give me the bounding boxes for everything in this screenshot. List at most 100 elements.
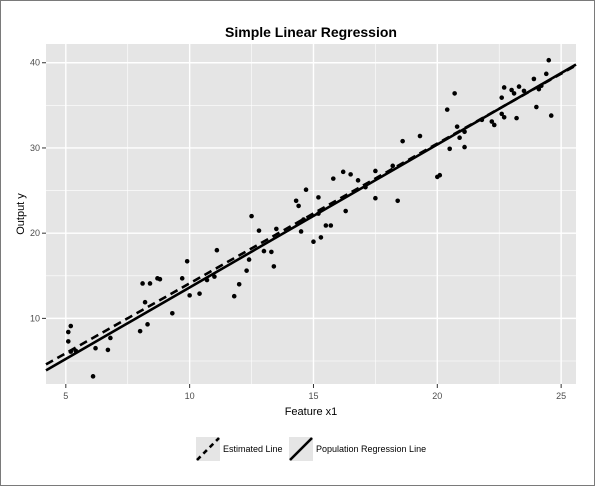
data-points bbox=[65, 57, 554, 379]
population-regression-line bbox=[45, 63, 577, 372]
scatter-point bbox=[316, 195, 321, 200]
scatter-point bbox=[514, 115, 519, 121]
scatter-point bbox=[373, 195, 378, 201]
legend: Estimated Line Population Regression Lin… bbox=[196, 437, 426, 461]
scatter-point bbox=[204, 277, 210, 283]
scatter-point bbox=[145, 322, 150, 327]
scatter-point bbox=[249, 213, 254, 219]
scatter-point bbox=[214, 247, 220, 253]
scatter-point bbox=[373, 168, 378, 174]
scatter-point bbox=[197, 291, 202, 296]
scatter-point bbox=[73, 348, 79, 354]
scatter-point bbox=[311, 239, 316, 244]
scatter-point bbox=[343, 208, 348, 214]
scatter-point bbox=[348, 172, 353, 177]
scatter-point bbox=[293, 198, 299, 204]
scatter-point bbox=[363, 184, 368, 190]
scatter-point bbox=[303, 187, 309, 193]
scatter-point bbox=[539, 83, 544, 89]
y-axis-ticks: 10 20 30 40 bbox=[30, 58, 46, 323]
x-tick-label: 10 bbox=[185, 391, 195, 401]
scatter-point bbox=[246, 257, 252, 262]
scatter-point bbox=[536, 86, 542, 92]
scatter-point bbox=[231, 293, 237, 299]
scatter-point bbox=[489, 119, 495, 124]
scatter-point bbox=[543, 71, 549, 77]
scatter-point bbox=[444, 107, 450, 112]
scatter-point bbox=[417, 133, 423, 139]
x-tick-label: 20 bbox=[432, 391, 442, 401]
x-axis-ticks: 5 10 15 20 25 bbox=[63, 384, 566, 401]
x-tick-label: 5 bbox=[63, 391, 68, 401]
scatter-point bbox=[296, 203, 301, 209]
regression-lines bbox=[45, 63, 577, 372]
scatter-point bbox=[340, 169, 346, 175]
y-axis-title: Output y bbox=[15, 193, 27, 235]
y-tick-label: 20 bbox=[30, 228, 40, 238]
scatter-point bbox=[170, 310, 175, 316]
scatter-point bbox=[236, 282, 242, 287]
scatter-point bbox=[157, 276, 163, 282]
scatter-point bbox=[298, 229, 304, 234]
scatter-point bbox=[179, 276, 185, 281]
scatter-point bbox=[437, 172, 443, 178]
scatter-point bbox=[187, 293, 192, 298]
scatter-point bbox=[137, 328, 143, 334]
scatter-point bbox=[548, 113, 554, 118]
scatter-point bbox=[142, 299, 148, 305]
scatter-point bbox=[501, 85, 507, 90]
scatter-point bbox=[271, 264, 277, 269]
scatter-point bbox=[68, 349, 74, 354]
scatter-point bbox=[462, 144, 467, 150]
scatter-point bbox=[316, 211, 321, 216]
x-axis-title: Feature x1 bbox=[285, 406, 338, 418]
scatter-point bbox=[184, 258, 190, 264]
scatter-point bbox=[68, 323, 74, 329]
scatter-point bbox=[147, 281, 153, 286]
scatter-point bbox=[457, 135, 462, 141]
grid-lines bbox=[46, 44, 576, 384]
scatter-point bbox=[509, 87, 514, 93]
scatter-point bbox=[355, 178, 361, 183]
scatter-point bbox=[454, 124, 460, 129]
y-tick-label: 30 bbox=[30, 143, 40, 153]
scatter-point bbox=[140, 281, 145, 286]
scatter-point bbox=[400, 138, 405, 144]
scatter-point bbox=[93, 345, 98, 351]
scatter-point bbox=[546, 57, 552, 63]
legend-label-estimated: Estimated Line bbox=[223, 444, 283, 454]
scatter-point bbox=[462, 129, 467, 135]
y-tick-label: 40 bbox=[30, 58, 40, 68]
scatter-point bbox=[256, 228, 262, 233]
x-tick-label: 25 bbox=[556, 391, 566, 401]
scatter-point bbox=[501, 114, 507, 120]
scatter-point bbox=[301, 217, 306, 222]
scatter-point bbox=[395, 198, 400, 204]
scatter-point bbox=[390, 163, 396, 169]
x-tick-label: 15 bbox=[308, 391, 318, 401]
scatter-point bbox=[65, 329, 71, 335]
legend-label-population: Population Regression Line bbox=[316, 444, 426, 454]
scatter-point bbox=[65, 339, 71, 344]
scatter-point bbox=[212, 274, 217, 279]
scatter-point bbox=[90, 374, 96, 379]
scatter-point bbox=[531, 76, 537, 82]
scatter-point bbox=[447, 146, 452, 152]
scatter-point bbox=[499, 111, 505, 117]
scatter-point bbox=[511, 91, 517, 96]
scatter-point bbox=[269, 249, 274, 255]
scatter-point bbox=[274, 226, 279, 232]
scatter-point bbox=[261, 248, 267, 254]
scatter-point bbox=[323, 223, 329, 228]
scatter-point bbox=[479, 117, 485, 123]
legend-swatch-population-line bbox=[289, 437, 313, 461]
scatter-point bbox=[491, 122, 497, 128]
scatter-point bbox=[452, 91, 457, 96]
scatter-point bbox=[318, 235, 324, 240]
scatter-point bbox=[328, 223, 334, 228]
scatter-point bbox=[534, 104, 539, 110]
scatter-point bbox=[244, 268, 249, 273]
chart-title: Simple Linear Regression bbox=[225, 24, 397, 40]
